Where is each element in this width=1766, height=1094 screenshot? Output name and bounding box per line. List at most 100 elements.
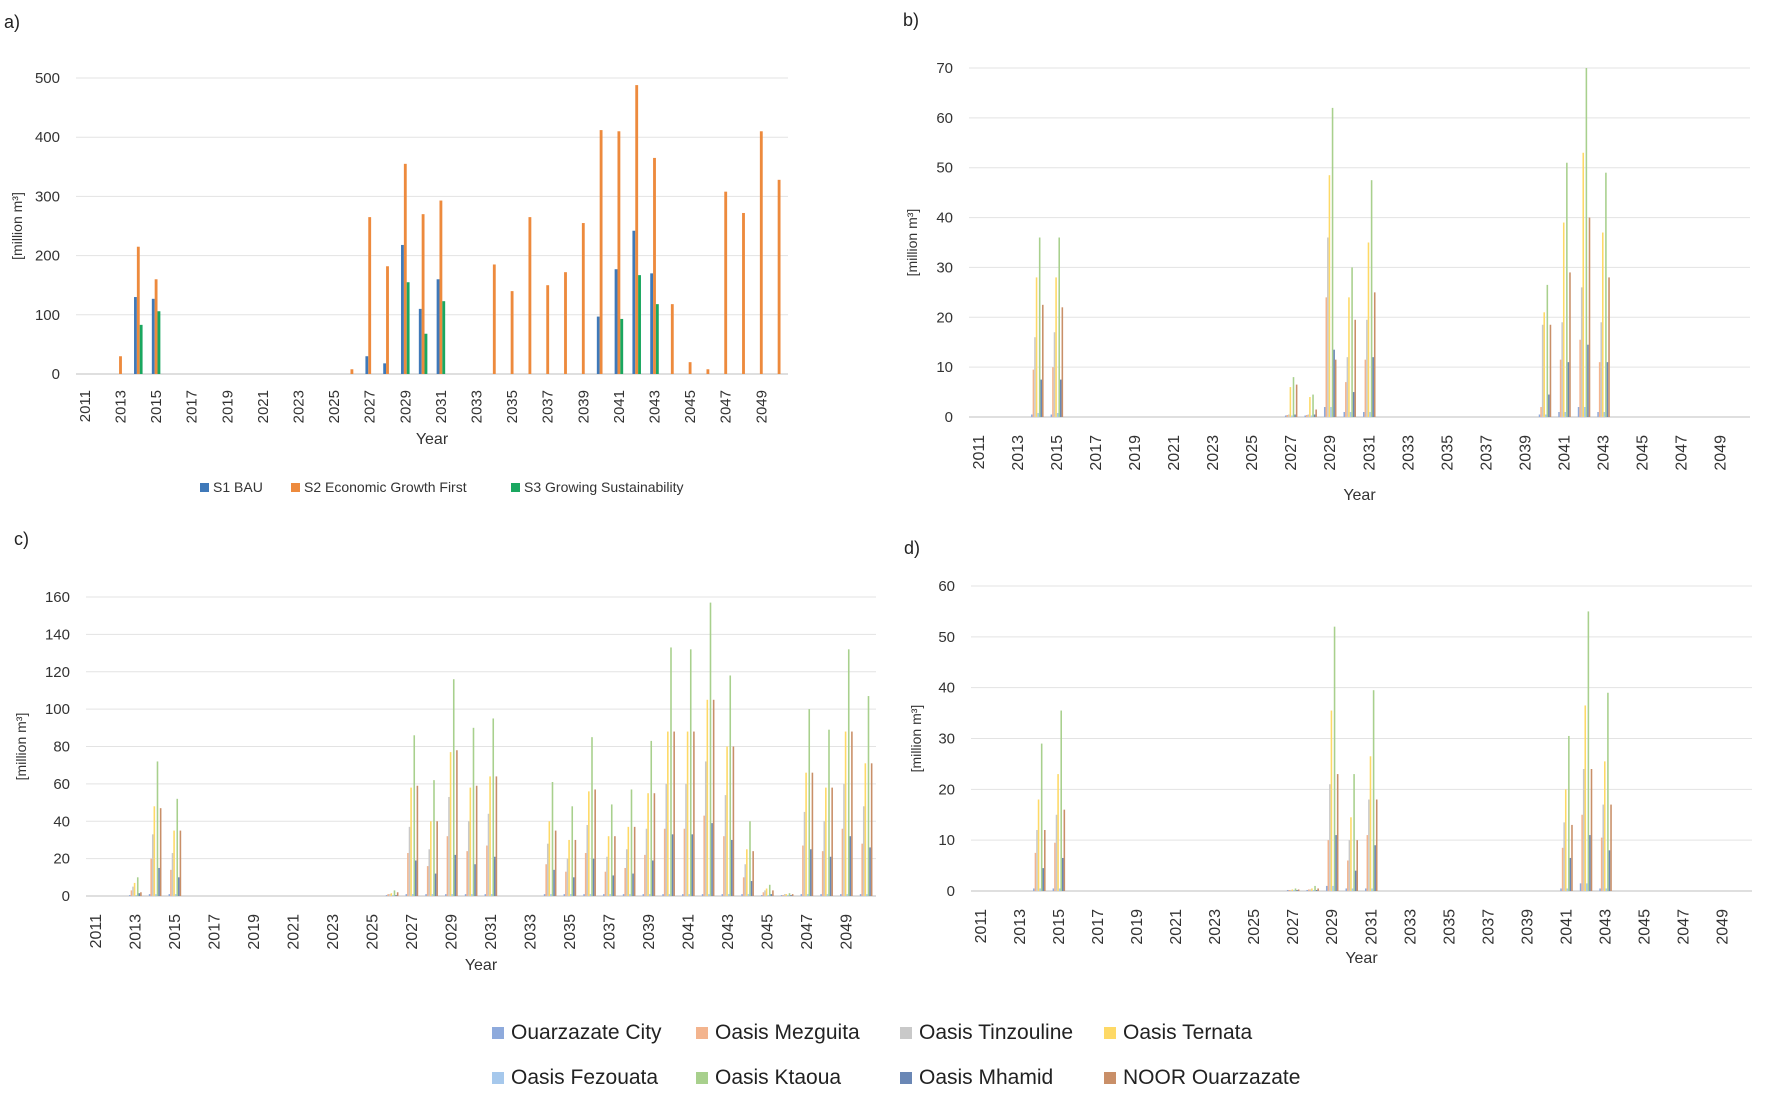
bar-ouarzazate_city-2028 [1304,415,1307,417]
bar-ouarzazate_city-2027 [405,894,408,896]
bar-tinzouline-2015 [1055,814,1058,891]
x-tick-label-b: 2019 [1127,435,1144,471]
y-tick-label-c: 0 [62,888,70,905]
bar-s3-2029 [406,282,410,374]
bar-ternata-2014 [1037,799,1040,891]
bar-noor-2045 [772,890,774,896]
bar-tinzouline-2015 [1053,332,1056,417]
x-tick-label-a: 2045 [682,390,699,423]
x-tick-label-c: 2035 [562,914,579,950]
x-tick-label-b: 2035 [1439,435,1456,471]
bar-ktaoua-2030 [1353,774,1355,891]
bar-s2-2048 [742,212,745,374]
bar-ktaoua-2043 [729,675,732,896]
bar-s2-2029 [403,163,407,374]
x-tick-label-d: 2025 [1246,909,1263,945]
y-tick-label-c: 100 [45,701,70,718]
bar-ternata-2035 [568,839,570,896]
y-tick-label-d: 40 [938,680,955,697]
x-tick-label-b: 2021 [1166,435,1183,471]
x-tick-label-d: 2015 [1051,909,1068,945]
bar-s3-2014 [139,324,143,374]
legend-item-ktaoua: Oasis Ktaoua [696,1066,841,1090]
legend-label-ouarzazate-city: Ouarzazate City [511,1021,662,1044]
bar-fezouata-2014 [155,894,157,896]
bar-mhamid-2046 [790,895,792,896]
x-tick-label-c: 2025 [364,914,381,950]
y-tick-label-b: 70 [936,60,953,77]
bar-ouarzazate_city-2026 [385,895,388,896]
bar-mezguita-2048 [821,851,824,896]
bar-mezguita-2047 [802,845,804,896]
bar-ouarzazate_city-2041 [1560,888,1562,891]
bar-ternata-2031 [1369,756,1372,891]
bar-ternata-2045 [765,888,768,896]
bar-mhamid-2028 [1313,414,1316,417]
bar-fezouata-2039 [648,894,651,896]
bar-mhamid-2015 [1059,379,1062,417]
bar-mhamid-2027 [415,860,417,896]
bars-c [129,602,873,896]
bar-fezouata-2031 [490,894,493,896]
bar-mhamid-2035 [573,877,575,896]
bar-s2-2036 [528,217,532,374]
bar-mhamid-2031 [494,856,496,896]
bar-tinzouline-2043 [1600,322,1603,417]
bar-tinzouline-2029 [1327,237,1329,417]
bar-mezguita-2043 [723,836,725,896]
bar-mezguita-2044 [742,877,745,896]
bar-ternata-2028 [430,821,432,896]
bar-mezguita-2015 [170,869,172,896]
y-tick-label-a: 500 [35,70,60,87]
bar-mezguita-2038 [624,867,626,896]
bar-ternata-2042 [1584,705,1587,891]
bar-mezguita-2014 [1034,852,1037,891]
bar-ktaoua-2029 [1331,107,1334,417]
bar-s2-2031 [439,200,443,374]
y-tick-label-c: 80 [53,739,70,756]
bar-noor-2047 [811,772,814,896]
bar-noor-2048 [831,787,833,896]
bar-noor-2015 [1061,307,1064,417]
bar-noor-2031 [495,776,498,896]
bar-ternata-2029 [449,752,452,896]
bar-ouarzazate_city-2048 [820,894,822,896]
bar-fezouata-2014 [1037,413,1039,417]
bar-tinzouline-2031 [1366,319,1368,417]
panel-d: d) 0 10 20 30 40 50 60 2011 2013 2015 2017 2019 2021 2… [904,538,1752,967]
bar-s2-2049 [759,131,763,374]
bar-tinzouline-2030 [1348,840,1351,891]
legend-swatch-ternata [1104,1027,1116,1039]
x-tick-label-d: 2031 [1363,909,1380,945]
bar-s2-2045 [688,362,692,374]
bar-fezouata-2027 [411,894,414,896]
bar-ouarzazate_city-2034 [543,894,546,896]
x-tick-label-a: 2025 [326,390,343,423]
bar-s1-2040 [596,316,600,374]
bar-ouarzazate_city-2046 [780,895,783,896]
legend-item-tinzouline: Oasis Tinzouline [900,1021,1073,1045]
x-tick-label-b: 2037 [1478,435,1495,471]
x-tick-label-c: 2031 [483,914,500,950]
bar-s3-2043 [655,304,659,374]
bar-ternata-2030 [469,787,472,896]
bar-ternata-2030 [1350,817,1352,891]
x-tick-label-c: 2017 [206,914,223,950]
x-tick-label-b: 2031 [1361,435,1378,471]
bar-ternata-2034 [548,821,551,896]
bar-ktaoua-2034 [551,782,554,896]
bar-mhamid-2028 [1315,889,1318,891]
bar-tinzouline-2050 [862,806,865,896]
bar-ouarzazate_city-2040 [662,894,664,896]
bar-ouarzazate_city-2027 [1286,889,1289,891]
y-tick-label-c: 20 [53,851,70,868]
bar-tinzouline-2028 [1309,889,1312,891]
bar-fezouata-2040 [668,894,671,896]
x-tick-label-b: 2029 [1322,435,1339,471]
bar-ternata-2041 [1564,789,1567,891]
bar-tinzouline-2031 [1368,799,1370,891]
bar-ktaoua-2042 [1587,611,1590,891]
bar-tinzouline-2031 [487,813,490,896]
bar-noor-2031 [1375,799,1378,891]
